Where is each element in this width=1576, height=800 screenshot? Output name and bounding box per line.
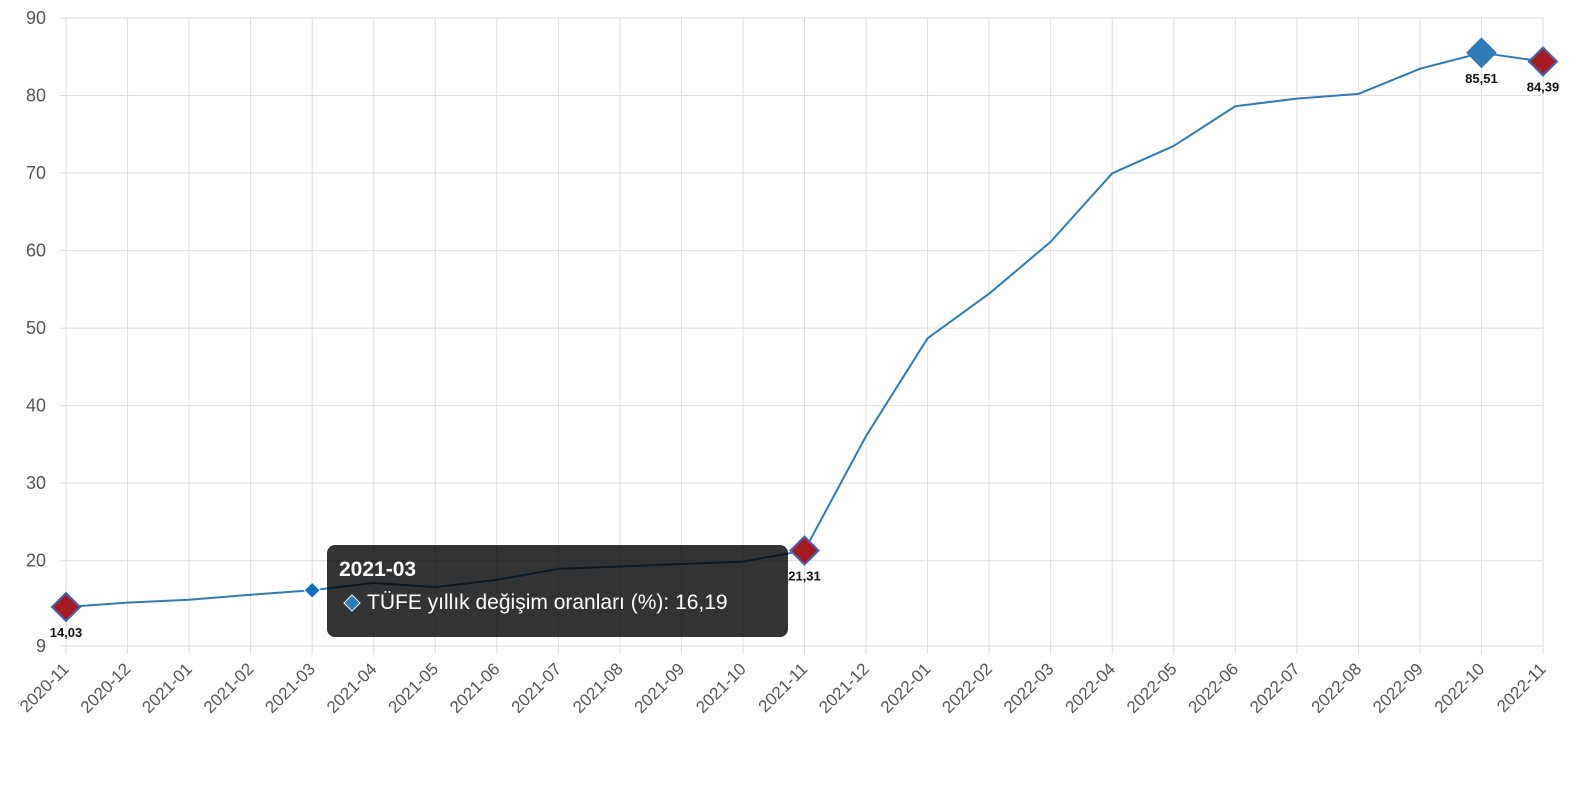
x-tick-label: 2021-09 <box>631 659 689 717</box>
tooltip-row: TÜFE yıllık değişim oranları (%): 16,19 <box>339 589 776 617</box>
x-tick-label: 2022-08 <box>1308 659 1366 717</box>
data-point <box>1109 170 1115 176</box>
x-tick-label: 2020-11 <box>16 659 73 716</box>
highlight-marker <box>789 535 820 566</box>
highlight-marker <box>1466 37 1497 69</box>
data-point <box>1048 239 1054 245</box>
tooltip: 2021-03 TÜFE yıllık değişim oranları (%)… <box>327 545 788 637</box>
y-tick-label: 40 <box>26 396 46 416</box>
data-point <box>186 597 192 603</box>
x-tick-label: 2021-05 <box>385 659 443 717</box>
y-tick-label: 80 <box>26 86 46 106</box>
data-point <box>248 592 254 598</box>
grid <box>60 17 1544 654</box>
y-tick-label: 20 <box>26 551 46 571</box>
highlight-marker <box>50 591 82 623</box>
y-tick-label: 70 <box>26 163 46 183</box>
x-tick-label: 2021-07 <box>508 659 566 717</box>
data-point <box>1294 96 1300 102</box>
x-tick-label: 2022-02 <box>938 659 996 717</box>
series-diamond-icon <box>343 594 361 612</box>
data-point <box>1171 143 1177 149</box>
x-tick-label: 2022-11 <box>1493 659 1550 716</box>
x-tick-label: 2022-06 <box>1185 659 1243 717</box>
x-tick-label: 2020-12 <box>77 659 135 717</box>
data-point <box>125 600 131 606</box>
x-tick-label: 2021-02 <box>200 659 258 717</box>
x-tick-label: 2021-04 <box>323 659 381 717</box>
tooltip-text: TÜFE yıllık değişim oranları (%): 16,19 <box>367 591 728 614</box>
data-label: 14,03 <box>50 625 83 640</box>
data-point <box>925 335 931 341</box>
x-tick-label: 2021-12 <box>815 659 873 717</box>
x-tick-label: 2022-09 <box>1369 659 1427 717</box>
x-tick-label: 2021-01 <box>138 659 196 717</box>
y-tick-label: 9 <box>36 636 46 656</box>
markers <box>50 37 1559 623</box>
tooltip-title: 2021-03 <box>339 558 417 581</box>
x-tick-label: 2021-06 <box>446 659 504 717</box>
x-tick-label: 2021-03 <box>261 659 319 717</box>
x-tick-label: 2022-07 <box>1246 659 1304 717</box>
x-tick-label: 2021-08 <box>569 659 627 717</box>
data-labels: 14,03 21,31 85,51 84,39 <box>50 71 1560 640</box>
data-point <box>863 433 869 439</box>
x-tick-label: 2022-01 <box>877 659 935 717</box>
highlight-marker <box>1527 46 1559 77</box>
data-point <box>1232 103 1238 109</box>
y-tick-label: 90 <box>26 8 46 28</box>
data-point <box>1355 91 1361 97</box>
y-tick-label: 50 <box>26 318 46 338</box>
x-tick-label: 2022-03 <box>1000 659 1058 717</box>
data-point <box>1417 66 1423 72</box>
hover-point <box>303 581 321 599</box>
y-tick-label: 30 <box>26 473 46 493</box>
data-label: 21,31 <box>788 569 821 584</box>
x-tick-label: 2022-10 <box>1431 659 1489 717</box>
y-tick-label: 60 <box>26 241 46 261</box>
x-tick-label: 2022-05 <box>1123 659 1181 717</box>
x-tick-label: 2022-04 <box>1061 659 1119 717</box>
data-label: 85,51 <box>1465 71 1498 86</box>
data-label: 84,39 <box>1527 79 1560 94</box>
data-point <box>986 291 992 297</box>
x-tick-label: 2021-10 <box>692 659 750 717</box>
x-tick-label: 2021-11 <box>755 659 812 716</box>
